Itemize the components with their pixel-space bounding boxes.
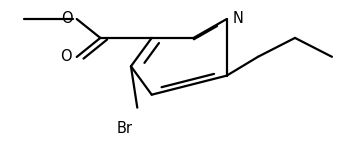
Text: N: N xyxy=(233,11,244,26)
Text: O: O xyxy=(61,11,73,26)
Text: Br: Br xyxy=(117,121,133,136)
Text: O: O xyxy=(60,49,72,64)
